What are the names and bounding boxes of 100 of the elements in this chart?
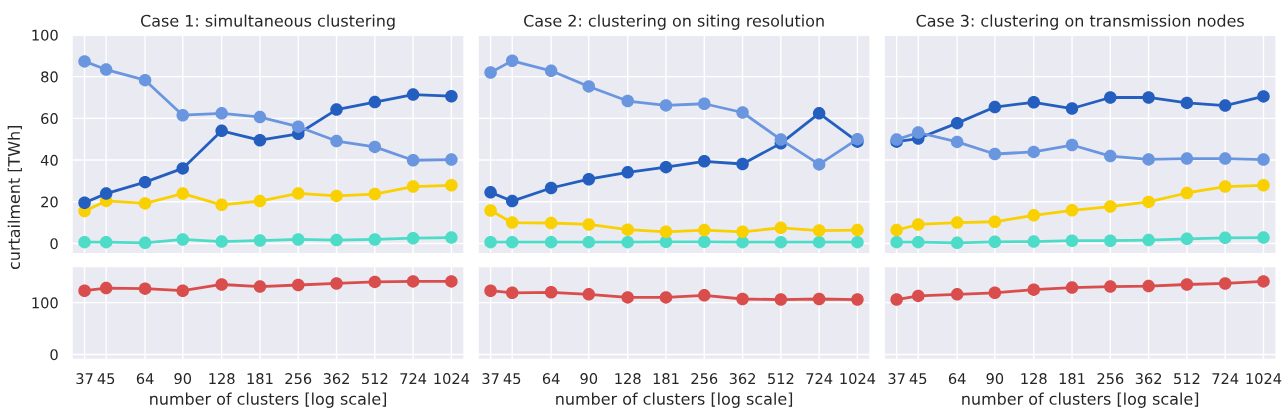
x-tick-label: 128 xyxy=(1021,373,1047,385)
point xyxy=(1104,280,1117,293)
point xyxy=(912,126,925,139)
point xyxy=(253,133,267,147)
x-tick-label: 37 xyxy=(76,373,93,385)
point xyxy=(659,160,673,174)
point xyxy=(368,95,382,109)
point xyxy=(406,180,420,193)
x-tick-label: 512 xyxy=(768,373,794,385)
point xyxy=(621,223,634,236)
point xyxy=(1218,180,1232,193)
point xyxy=(99,281,113,295)
y-tick-label: 20 xyxy=(41,196,58,208)
point xyxy=(1180,96,1194,110)
point xyxy=(291,187,305,200)
x-tick-label: 64 xyxy=(542,373,560,385)
x-tick-label: 362 xyxy=(729,373,756,385)
y-tick-label: 0 xyxy=(50,349,58,361)
point xyxy=(99,187,113,200)
point xyxy=(912,235,925,249)
point xyxy=(1027,209,1040,222)
point xyxy=(253,110,267,124)
point xyxy=(1257,179,1270,192)
point xyxy=(1065,281,1079,294)
point xyxy=(330,134,343,148)
chart-title: Case 1: simultaneous clustering xyxy=(140,14,395,30)
point xyxy=(736,225,749,239)
point xyxy=(445,153,458,166)
chart-title: Case 3: clustering on transmission nodes xyxy=(916,14,1244,30)
x-tick-label: 128 xyxy=(615,373,641,385)
point xyxy=(368,187,382,201)
point xyxy=(215,124,228,138)
point xyxy=(851,235,864,249)
point xyxy=(1104,91,1117,104)
point xyxy=(176,162,189,175)
point xyxy=(950,135,964,149)
point xyxy=(1027,145,1040,159)
point xyxy=(659,99,673,112)
point xyxy=(138,175,152,189)
x-tick-label: 724 xyxy=(400,373,427,384)
x-axis-title: number of clusters [log scale] xyxy=(150,392,387,408)
point xyxy=(176,233,189,246)
point xyxy=(698,97,711,110)
point xyxy=(368,140,382,154)
point xyxy=(505,194,519,208)
x-tick-label: 1024 xyxy=(1246,373,1282,385)
point xyxy=(1065,234,1079,247)
point xyxy=(291,278,305,292)
point xyxy=(1065,204,1079,217)
point xyxy=(544,216,558,230)
point xyxy=(736,157,749,171)
point xyxy=(445,275,458,288)
point xyxy=(698,223,711,237)
y-tick-label: 100 xyxy=(32,297,58,309)
point xyxy=(1218,152,1232,165)
point xyxy=(1027,283,1040,296)
point xyxy=(406,154,420,167)
x-tick-label: 45 xyxy=(97,373,115,385)
point xyxy=(1142,91,1155,104)
x-tick-label: 724 xyxy=(806,373,833,384)
point xyxy=(812,107,826,120)
point xyxy=(1180,186,1194,200)
x-tick-label: 256 xyxy=(285,373,312,385)
point xyxy=(1065,102,1079,115)
point xyxy=(406,275,420,288)
x-tick-label: 181 xyxy=(1059,373,1085,385)
point xyxy=(544,64,558,78)
point xyxy=(99,235,113,249)
x-tick-label: 362 xyxy=(323,373,349,385)
point xyxy=(698,235,711,249)
point xyxy=(774,235,788,249)
point xyxy=(851,293,864,306)
point xyxy=(505,286,519,300)
x-tick-label: 724 xyxy=(1212,373,1239,384)
point xyxy=(291,233,305,246)
point xyxy=(505,216,519,229)
point xyxy=(812,292,826,306)
point xyxy=(253,194,267,208)
point xyxy=(582,80,596,93)
point xyxy=(1142,195,1155,209)
point xyxy=(1065,138,1079,152)
point xyxy=(774,133,788,146)
point xyxy=(1142,153,1155,166)
point xyxy=(505,54,519,68)
x-tick-label: 37 xyxy=(482,373,499,385)
point xyxy=(1218,231,1232,245)
point xyxy=(988,147,1002,161)
x-tick-label: 45 xyxy=(909,373,927,385)
point xyxy=(621,235,634,249)
chart-title: Case 2: clustering on siting resolution xyxy=(524,14,824,30)
point xyxy=(1104,200,1117,213)
point xyxy=(812,235,826,249)
point xyxy=(1180,152,1194,165)
point xyxy=(445,89,458,103)
point xyxy=(138,282,152,295)
point xyxy=(912,289,925,303)
point xyxy=(774,293,788,306)
point xyxy=(253,280,267,293)
point xyxy=(1027,235,1040,248)
point xyxy=(368,233,382,246)
